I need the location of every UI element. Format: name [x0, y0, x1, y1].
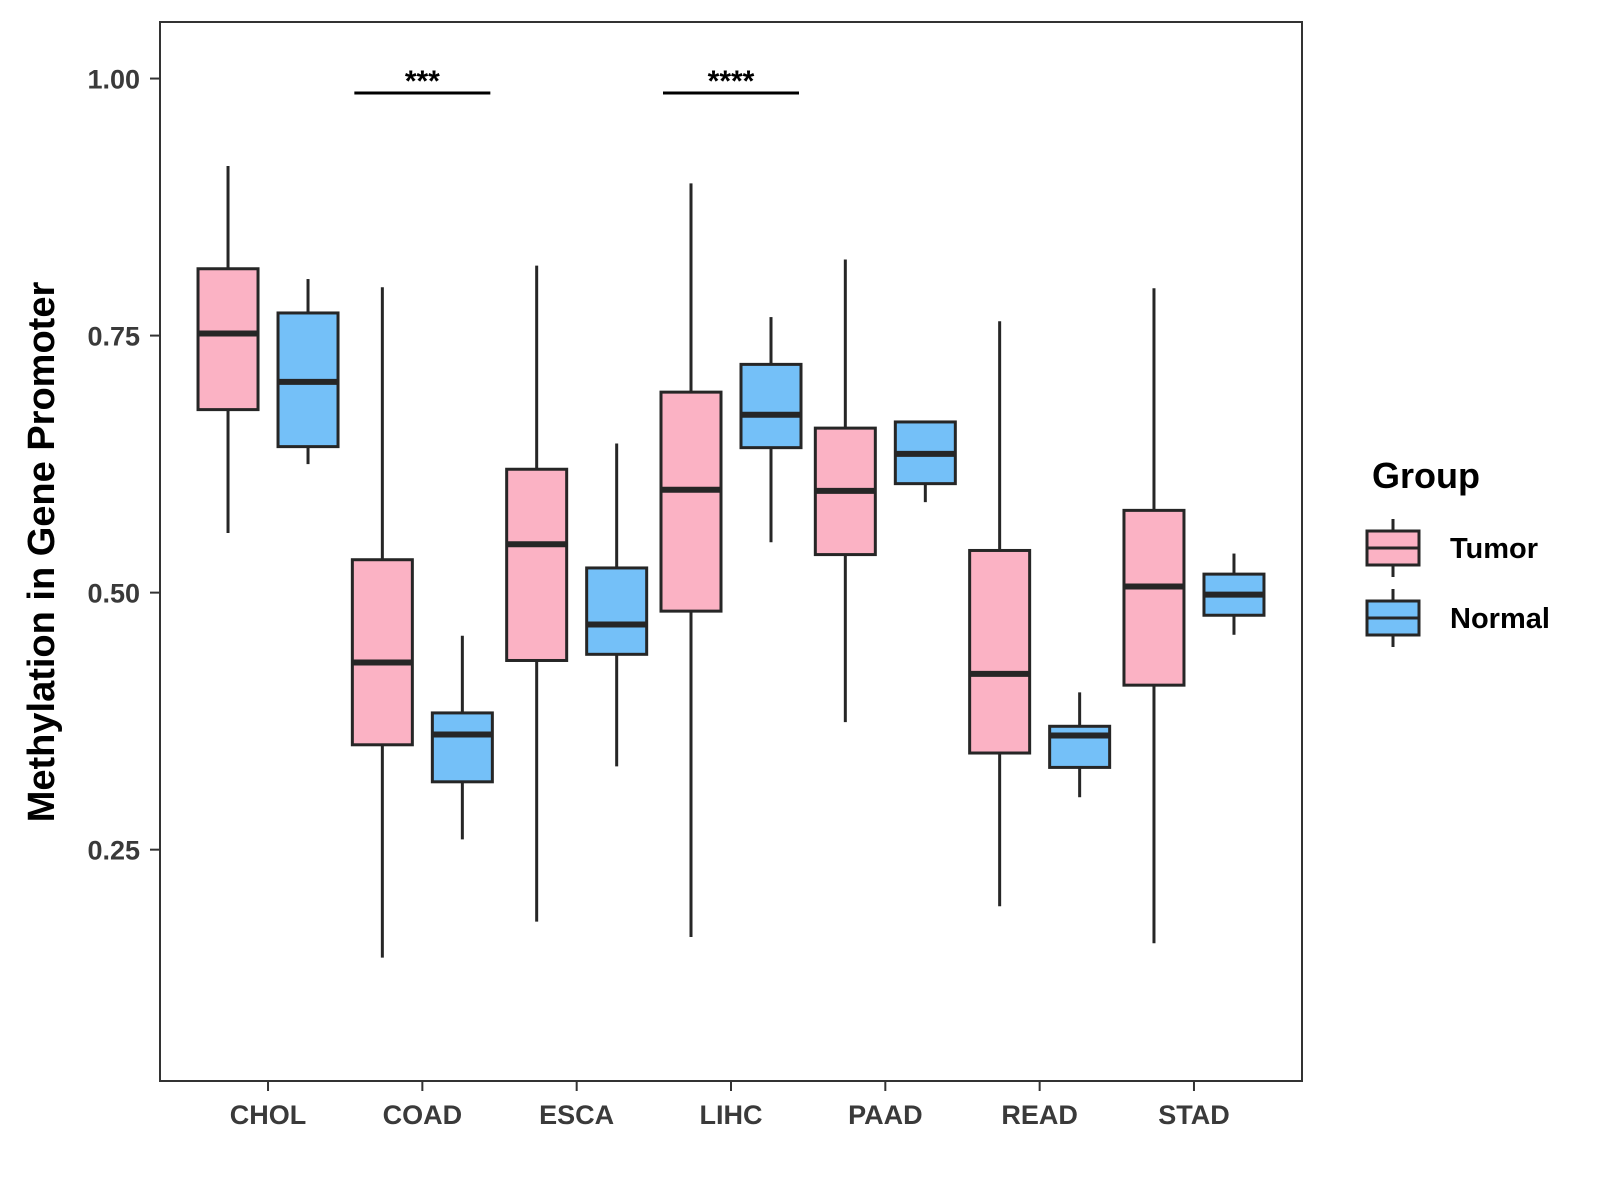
y-tick-label: 0.75: [87, 322, 140, 352]
legend-label: Normal: [1450, 603, 1550, 635]
box-normal-coad: [430, 635, 494, 840]
x-tick-label: READ: [1001, 1100, 1078, 1130]
y-tick-label: 0.25: [87, 836, 140, 866]
box-body: [739, 362, 803, 450]
box-body: [1048, 724, 1112, 769]
significance-label: ***: [405, 65, 440, 98]
y-tick-label: 1.00: [87, 65, 140, 95]
x-tick-label: CHOL: [230, 1100, 307, 1130]
x-tick-label: LIHC: [700, 1100, 763, 1130]
box-series: [196, 165, 1266, 958]
legend-title: Group: [1372, 455, 1480, 496]
box-tumor-esca: [505, 265, 569, 922]
box-body: [430, 711, 494, 784]
box-tumor-stad: [1122, 288, 1186, 944]
box-body: [505, 467, 569, 662]
box-normal-stad: [1202, 553, 1266, 635]
legend-entry-normal: Normal: [1365, 589, 1550, 647]
legend-label: Tumor: [1450, 533, 1538, 565]
x-tick-label: ESCA: [539, 1100, 614, 1130]
x-tick-label: STAD: [1158, 1100, 1230, 1130]
box-normal-lihc: [739, 317, 803, 543]
x-tick-label: PAAD: [848, 1100, 923, 1130]
box-body: [659, 390, 723, 613]
box-tumor-paad: [813, 259, 877, 723]
box-normal-esca: [585, 443, 649, 767]
y-tick-label: 0.50: [87, 579, 140, 609]
box-tumor-chol: [196, 165, 260, 533]
box-body: [196, 267, 260, 412]
box-tumor-coad: [350, 287, 414, 958]
box-normal-read: [1048, 692, 1112, 798]
legend-entry-tumor: Tumor: [1365, 519, 1538, 577]
significance-label: ****: [708, 65, 755, 98]
box-body: [1122, 508, 1186, 687]
box-body: [968, 548, 1032, 755]
box-tumor-read: [968, 321, 1032, 907]
box-body: [350, 558, 414, 747]
plot-panel: [159, 21, 1303, 1082]
box-body: [585, 566, 649, 656]
x-tick-label: COAD: [383, 1100, 463, 1130]
legend: Group Tumor Normal: [1365, 455, 1550, 647]
y-axis-title: Methylation in Gene Promoter: [21, 282, 63, 823]
significance-annotations: *** ****: [354, 65, 799, 98]
x-axis: CHOL COAD ESCA LIHC PAAD READ STAD: [230, 1081, 1230, 1130]
box-normal-paad: [893, 420, 957, 503]
box-tumor-lihc: [659, 183, 723, 938]
box-normal-chol: [276, 279, 340, 465]
y-axis: 0.25 0.50 0.75 1.00: [87, 65, 160, 866]
